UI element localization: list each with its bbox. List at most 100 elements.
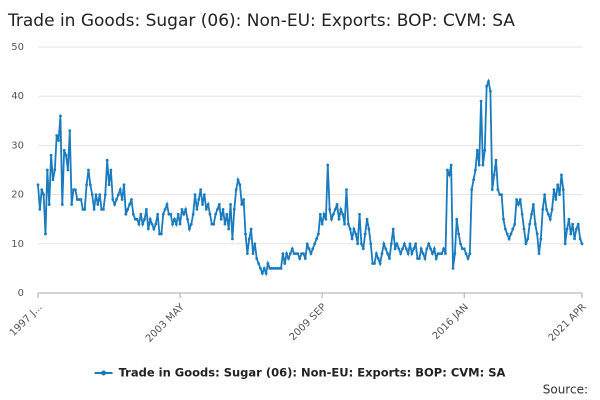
- data-point: [197, 198, 201, 201]
- data-point: [236, 178, 240, 182]
- data-point: [214, 212, 217, 216]
- data-point: [161, 212, 165, 216]
- x-tick-label: 2003 MAY: [144, 301, 187, 344]
- y-tick-label: 0: [18, 288, 24, 299]
- data-point: [188, 227, 191, 231]
- data-point: [116, 193, 120, 197]
- data-point: [307, 247, 311, 251]
- data-point: [560, 173, 563, 177]
- data-point: [432, 247, 436, 251]
- data-point: [79, 198, 83, 201]
- data-point: [326, 163, 330, 167]
- data-point: [533, 222, 537, 226]
- data-point: [451, 267, 455, 270]
- data-point: [505, 232, 509, 236]
- data-point: [145, 207, 148, 211]
- data-point: [296, 252, 300, 256]
- data-point: [186, 217, 189, 221]
- data-point: [225, 212, 229, 216]
- data-point: [212, 222, 216, 226]
- data-point: [494, 158, 498, 162]
- data-point: [311, 247, 315, 251]
- data-point: [96, 203, 100, 206]
- data-point: [563, 242, 567, 246]
- data-point: [223, 222, 227, 226]
- data-point: [191, 212, 195, 216]
- data-point: [580, 242, 584, 246]
- data-point: [102, 207, 105, 211]
- data-point: [118, 188, 122, 192]
- data-point: [165, 203, 169, 206]
- data-point: [131, 212, 135, 216]
- y-tick-label: 30: [11, 140, 24, 151]
- data-point: [550, 207, 554, 211]
- data-point: [472, 178, 475, 182]
- data-point: [85, 183, 89, 187]
- data-point: [266, 262, 270, 265]
- data-point: [287, 257, 290, 260]
- data-point: [496, 188, 500, 192]
- data-point: [45, 168, 49, 172]
- data-point: [195, 207, 199, 211]
- data-point: [399, 252, 403, 256]
- data-point: [389, 242, 393, 246]
- data-point: [406, 252, 410, 256]
- data-point: [440, 252, 444, 256]
- data-point: [206, 203, 210, 206]
- data-point: [546, 212, 550, 216]
- x-tick-label: 2016 JAN: [431, 302, 471, 342]
- data-point: [322, 212, 326, 216]
- data-point: [208, 212, 212, 216]
- data-point: [303, 257, 307, 260]
- data-point: [109, 168, 113, 172]
- data-point: [462, 247, 466, 251]
- data-point: [150, 222, 154, 226]
- data-point: [42, 193, 46, 197]
- data-point: [92, 207, 96, 211]
- data-point: [189, 222, 193, 226]
- data-point: [511, 227, 515, 231]
- data-point: [517, 203, 520, 206]
- data-point: [537, 252, 541, 256]
- data-point: [548, 217, 552, 221]
- data-point: [543, 193, 547, 197]
- data-point: [124, 212, 128, 216]
- data-point: [488, 89, 492, 93]
- data-point: [128, 203, 132, 206]
- chart-title: Trade in Goods: Sugar (06): Non-EU: Expo…: [7, 11, 515, 31]
- data-point: [492, 173, 496, 177]
- data-point: [539, 237, 543, 241]
- data-point: [156, 212, 160, 216]
- data-point: [414, 242, 418, 246]
- data-point: [204, 207, 208, 211]
- data-point: [154, 222, 158, 226]
- data-point: [483, 148, 487, 152]
- data-point: [178, 222, 182, 226]
- data-point: [464, 252, 468, 256]
- data-point: [98, 193, 102, 197]
- data-point: [103, 193, 107, 197]
- data-point: [122, 183, 126, 187]
- data-point: [290, 247, 294, 251]
- data-point: [44, 232, 47, 236]
- data-point: [229, 203, 232, 206]
- data-point: [356, 242, 360, 246]
- data-point: [240, 203, 244, 206]
- data-point: [573, 237, 576, 241]
- data-point: [412, 247, 416, 251]
- data-point: [360, 242, 363, 246]
- data-point: [425, 247, 429, 251]
- data-point: [388, 257, 391, 260]
- data-point: [576, 222, 580, 226]
- data-point: [247, 237, 251, 241]
- data-point: [47, 203, 51, 206]
- data-point: [502, 217, 505, 221]
- data-point: [513, 222, 517, 226]
- data-point: [487, 80, 490, 83]
- data-point: [55, 134, 59, 137]
- data-point: [202, 193, 206, 197]
- data-point: [49, 153, 53, 157]
- data-point: [264, 271, 268, 275]
- data-point: [331, 212, 335, 216]
